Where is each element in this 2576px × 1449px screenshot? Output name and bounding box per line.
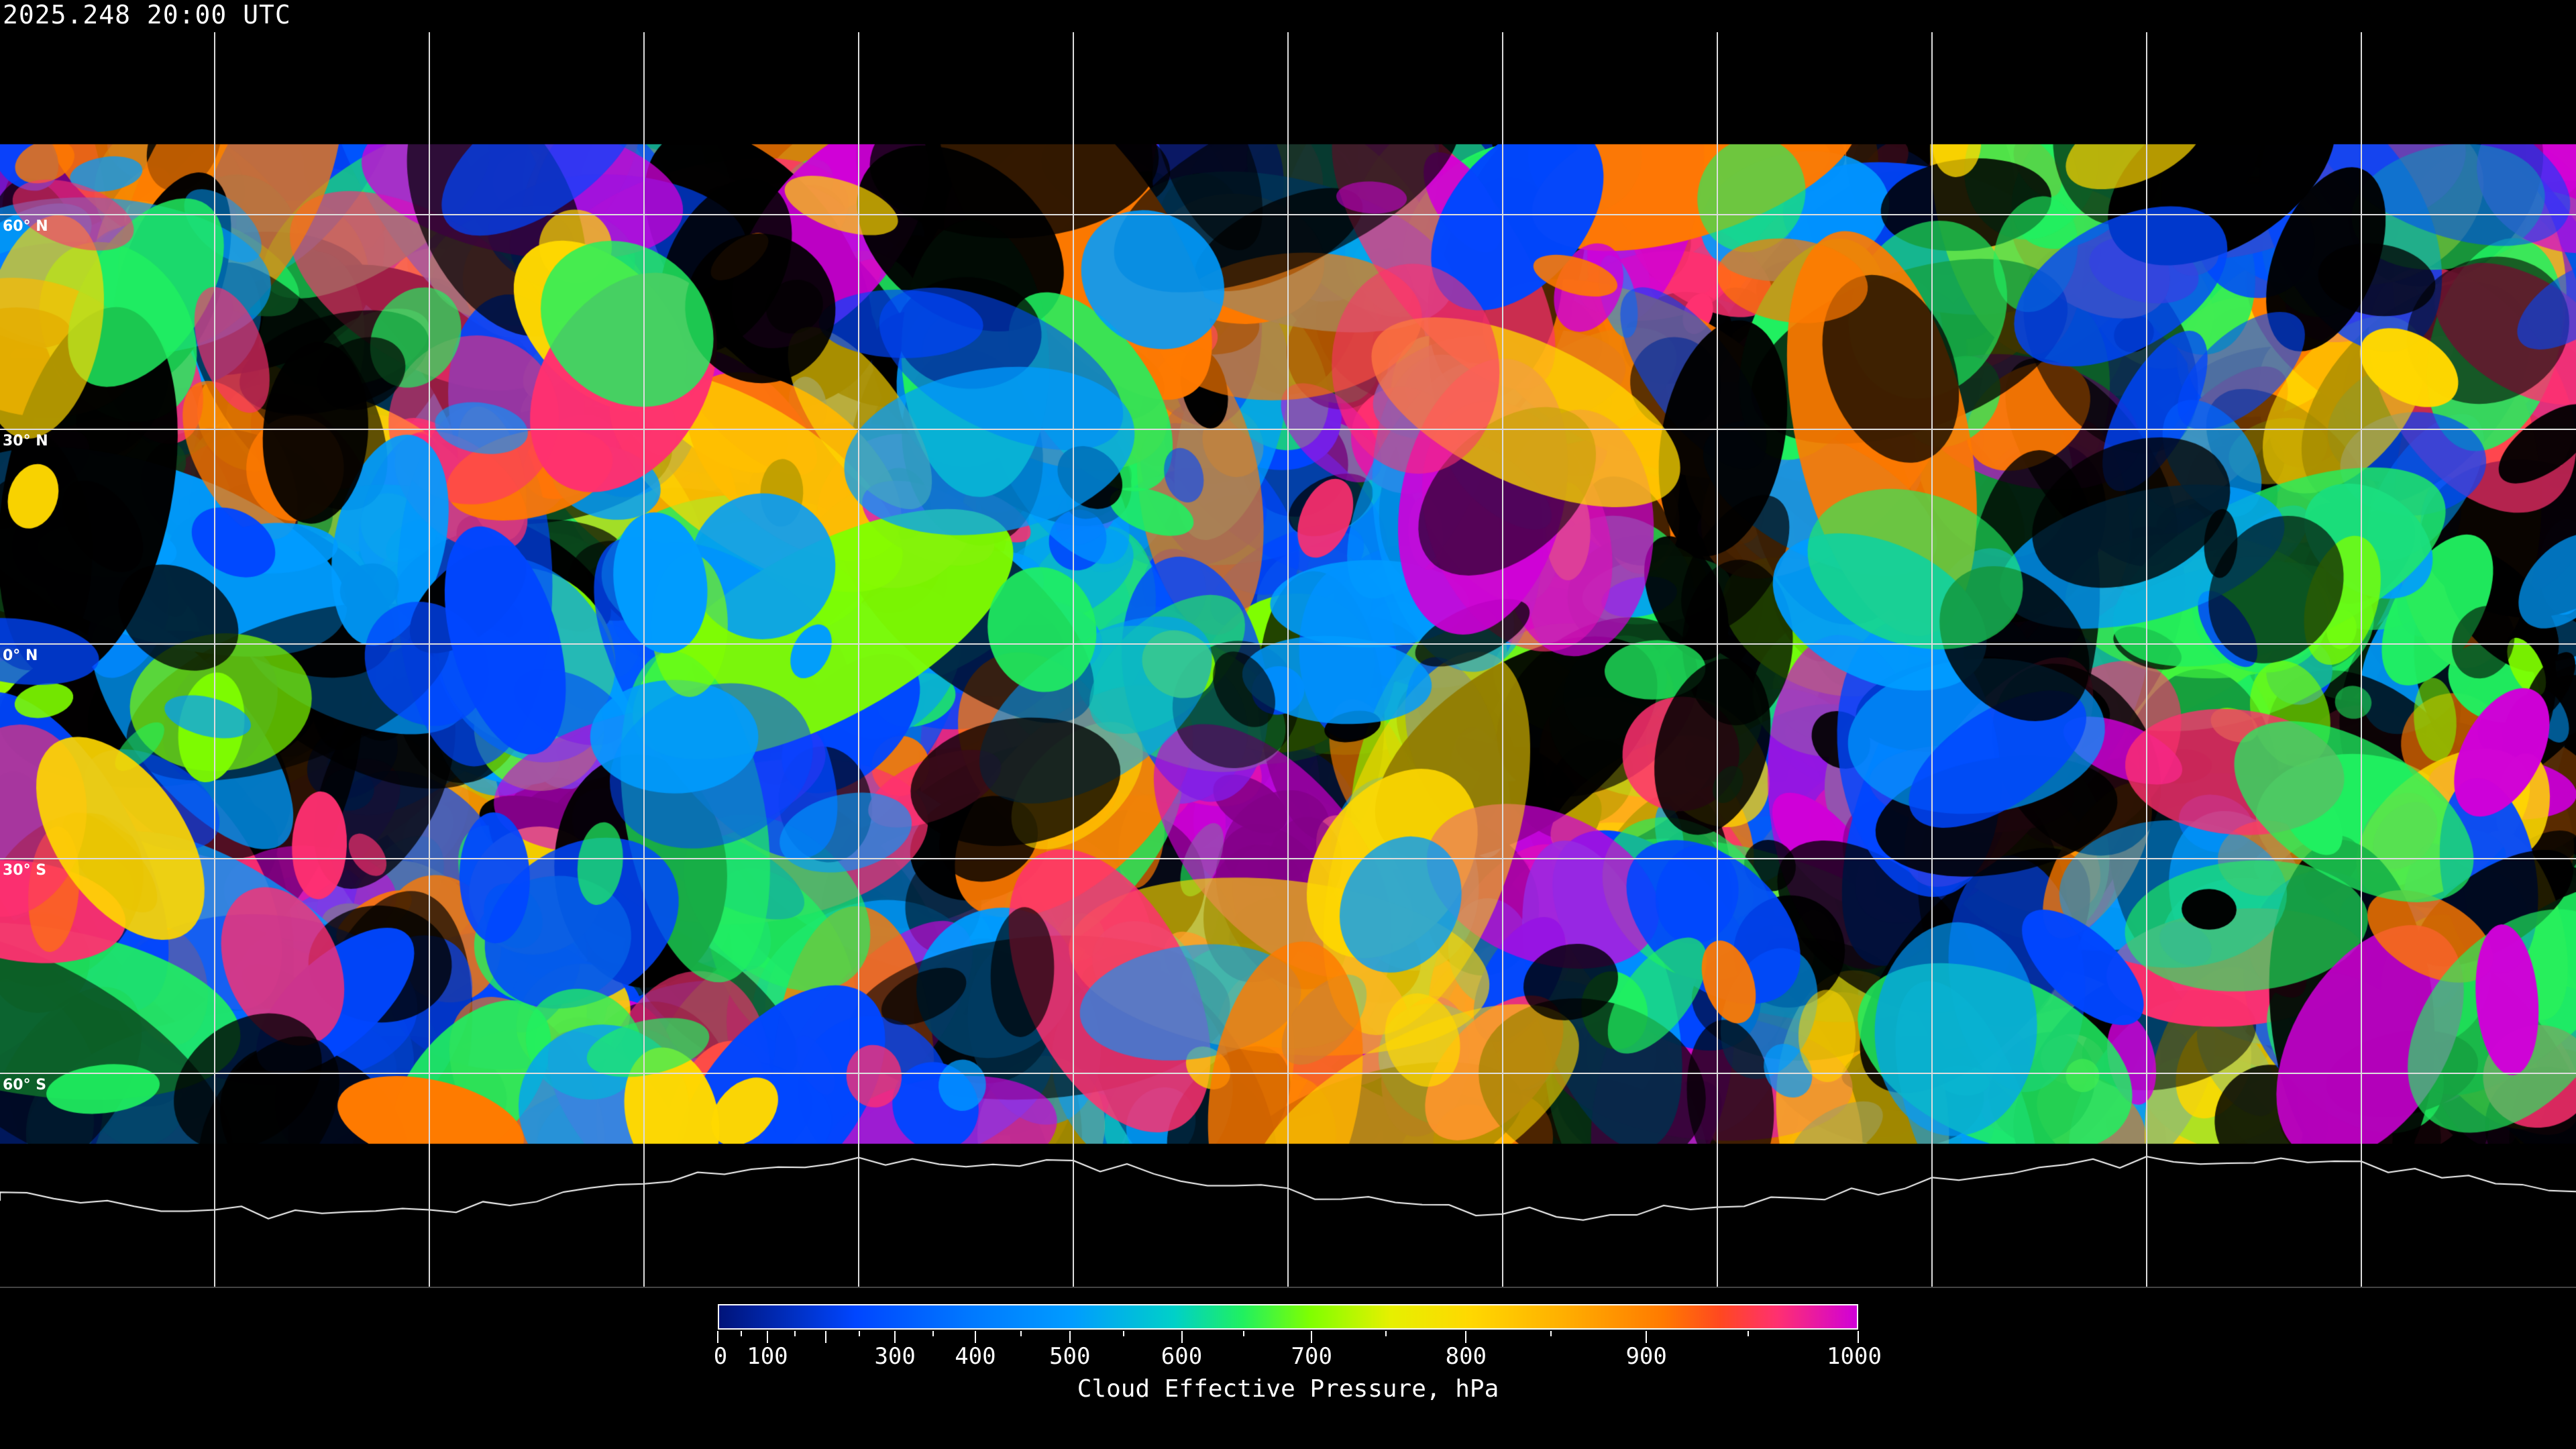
colorbar-tick	[766, 1331, 768, 1343]
colorbar-tick	[1858, 1331, 1859, 1343]
timestamp-title: 2025.248 20:00 UTC	[3, 0, 295, 30]
colorbar-tick-label: 1000	[1827, 1343, 1882, 1370]
colorbar-tick	[894, 1331, 896, 1343]
colorbar-tick	[859, 1331, 861, 1336]
colorbar-tick	[1243, 1331, 1245, 1336]
colorbar-tick-label: 0	[713, 1343, 728, 1370]
colorbar-tick	[1311, 1331, 1313, 1343]
colorbar-tick	[1385, 1331, 1387, 1336]
colorbar-tick-label: 100	[747, 1343, 788, 1370]
colorbar-tick	[1465, 1331, 1467, 1343]
colorbar-tick	[717, 1331, 718, 1343]
colorbar-tick	[1550, 1331, 1552, 1336]
colorbar-tick-label: 800	[1445, 1343, 1487, 1370]
colorbar-tick	[974, 1331, 976, 1343]
colorbar-label: Cloud Effective Pressure, hPa	[1077, 1375, 1499, 1403]
colorbar-tick-label: 500	[1049, 1343, 1091, 1370]
colorbar-tick-label: 600	[1161, 1343, 1203, 1370]
colorbar-tick	[1069, 1331, 1071, 1343]
colorbar-tick	[824, 1331, 826, 1343]
lat-label-30s: 30° S	[3, 862, 47, 879]
colorbar-tick	[1747, 1331, 1749, 1336]
lat-label-60s: 60° S	[3, 1077, 47, 1093]
colorbar-tick-label: 900	[1625, 1343, 1667, 1370]
lat-label-30n: 30° N	[3, 433, 48, 449]
colorbar-tick	[794, 1331, 796, 1336]
lat-label-0: 0° N	[3, 647, 38, 664]
colorbar-tick	[1020, 1331, 1022, 1336]
colorbar-tick	[1646, 1331, 1648, 1343]
colorbar-tick	[932, 1331, 934, 1336]
colorbar-tick	[1122, 1331, 1124, 1336]
colorbar-tick-label: 300	[874, 1343, 916, 1370]
graticule	[0, 32, 2576, 1288]
colorbar-tick	[1181, 1331, 1183, 1343]
colorbar-tick-label: 700	[1291, 1343, 1332, 1370]
colorbar-tick	[741, 1331, 743, 1336]
colorbar-tick-label: 400	[955, 1343, 996, 1370]
colorbar	[718, 1304, 1858, 1330]
map-bottom-border	[0, 1287, 2576, 1288]
lat-label-60n: 60° N	[3, 218, 48, 235]
